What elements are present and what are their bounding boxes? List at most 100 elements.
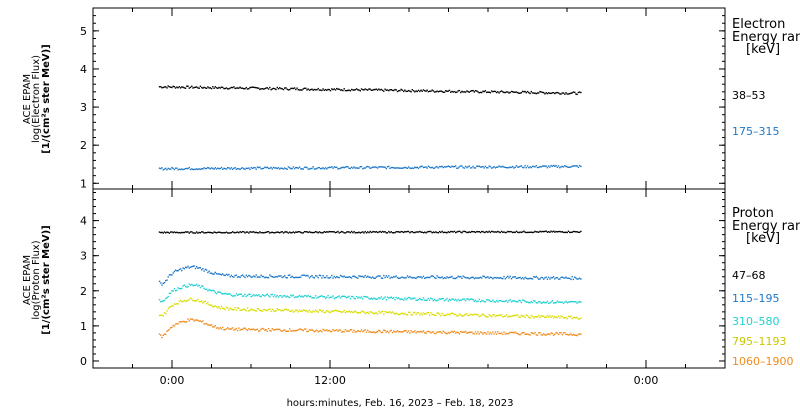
data-point	[471, 167, 473, 169]
data-point	[270, 293, 272, 296]
data-point	[184, 231, 187, 233]
data-point	[193, 168, 195, 171]
data-point	[265, 294, 267, 296]
data-point	[458, 276, 461, 278]
data-point	[287, 274, 290, 277]
data-point	[292, 166, 295, 168]
data-point	[373, 277, 375, 279]
data-point	[419, 297, 421, 300]
data-point	[569, 166, 571, 168]
data-point	[369, 88, 371, 90]
data-point	[334, 231, 337, 234]
data-point	[556, 166, 558, 168]
data-point	[477, 277, 479, 279]
data-point	[484, 315, 487, 317]
data-point	[401, 298, 404, 300]
data-point	[503, 166, 505, 168]
data-point	[241, 328, 244, 331]
data-point	[524, 90, 526, 93]
data-point	[427, 312, 430, 314]
data-point	[210, 290, 213, 292]
data-point	[196, 168, 198, 170]
data-point	[360, 310, 363, 312]
data-point	[174, 323, 177, 325]
data-point	[267, 327, 270, 330]
data-point	[165, 297, 167, 300]
data-point	[552, 230, 555, 232]
electron-legend-title: Electron	[732, 17, 785, 32]
data-point	[403, 231, 405, 234]
data-point	[492, 299, 494, 301]
data-point	[499, 299, 501, 302]
data-point	[398, 313, 400, 316]
data-point	[479, 231, 482, 234]
data-point	[171, 290, 173, 292]
data-point	[333, 297, 335, 300]
data-point	[507, 333, 509, 335]
data-point	[513, 332, 515, 334]
data-point	[174, 87, 177, 89]
data-point	[372, 331, 374, 333]
data-point	[538, 166, 540, 169]
data-point	[421, 299, 423, 301]
data-point	[401, 331, 404, 333]
data-point	[468, 277, 470, 280]
data-point	[362, 275, 364, 278]
data-point	[451, 90, 453, 93]
data-point	[513, 167, 515, 169]
data-point	[186, 300, 188, 302]
data-point	[512, 300, 514, 302]
data-point	[544, 302, 546, 304]
data-point	[526, 231, 529, 234]
data-point	[549, 278, 551, 280]
data-point	[165, 333, 167, 335]
data-point	[540, 302, 542, 304]
data-point	[286, 295, 288, 297]
data-point	[250, 86, 252, 89]
data-point	[334, 166, 337, 169]
data-point	[311, 311, 313, 313]
data-point	[162, 232, 164, 234]
data-point	[471, 331, 473, 333]
data-point	[427, 276, 430, 279]
data-point	[262, 232, 265, 234]
data-point	[310, 231, 312, 233]
data-point	[327, 277, 329, 279]
data-point	[486, 276, 488, 279]
data-point	[580, 333, 582, 335]
data-point	[518, 231, 520, 234]
data-point	[220, 292, 223, 295]
data-point	[429, 230, 431, 233]
data-point	[189, 284, 192, 286]
data-point	[424, 277, 426, 279]
data-point	[197, 319, 199, 322]
data-point	[249, 168, 251, 171]
data-point	[355, 231, 358, 234]
data-point	[228, 88, 230, 90]
data-point	[223, 293, 225, 295]
data-point	[486, 230, 488, 233]
data-point	[489, 92, 492, 94]
data-point	[313, 311, 316, 313]
data-point	[302, 232, 304, 234]
data-point	[406, 90, 409, 92]
data-point	[410, 91, 412, 93]
data-point	[569, 231, 571, 234]
data-point	[399, 231, 401, 233]
data-point	[414, 91, 416, 93]
data-point	[239, 86, 241, 88]
data-point	[191, 231, 193, 233]
data-point	[355, 167, 358, 169]
data-point	[160, 86, 162, 88]
data-point	[303, 295, 306, 297]
data-point	[321, 311, 323, 313]
data-point	[390, 276, 392, 278]
data-point	[220, 274, 223, 276]
data-point	[425, 299, 427, 302]
data-point	[349, 329, 352, 331]
data-point	[424, 231, 426, 233]
data-point	[207, 231, 209, 233]
data-point	[508, 277, 510, 279]
data-point	[358, 296, 360, 298]
data-point	[521, 299, 524, 301]
